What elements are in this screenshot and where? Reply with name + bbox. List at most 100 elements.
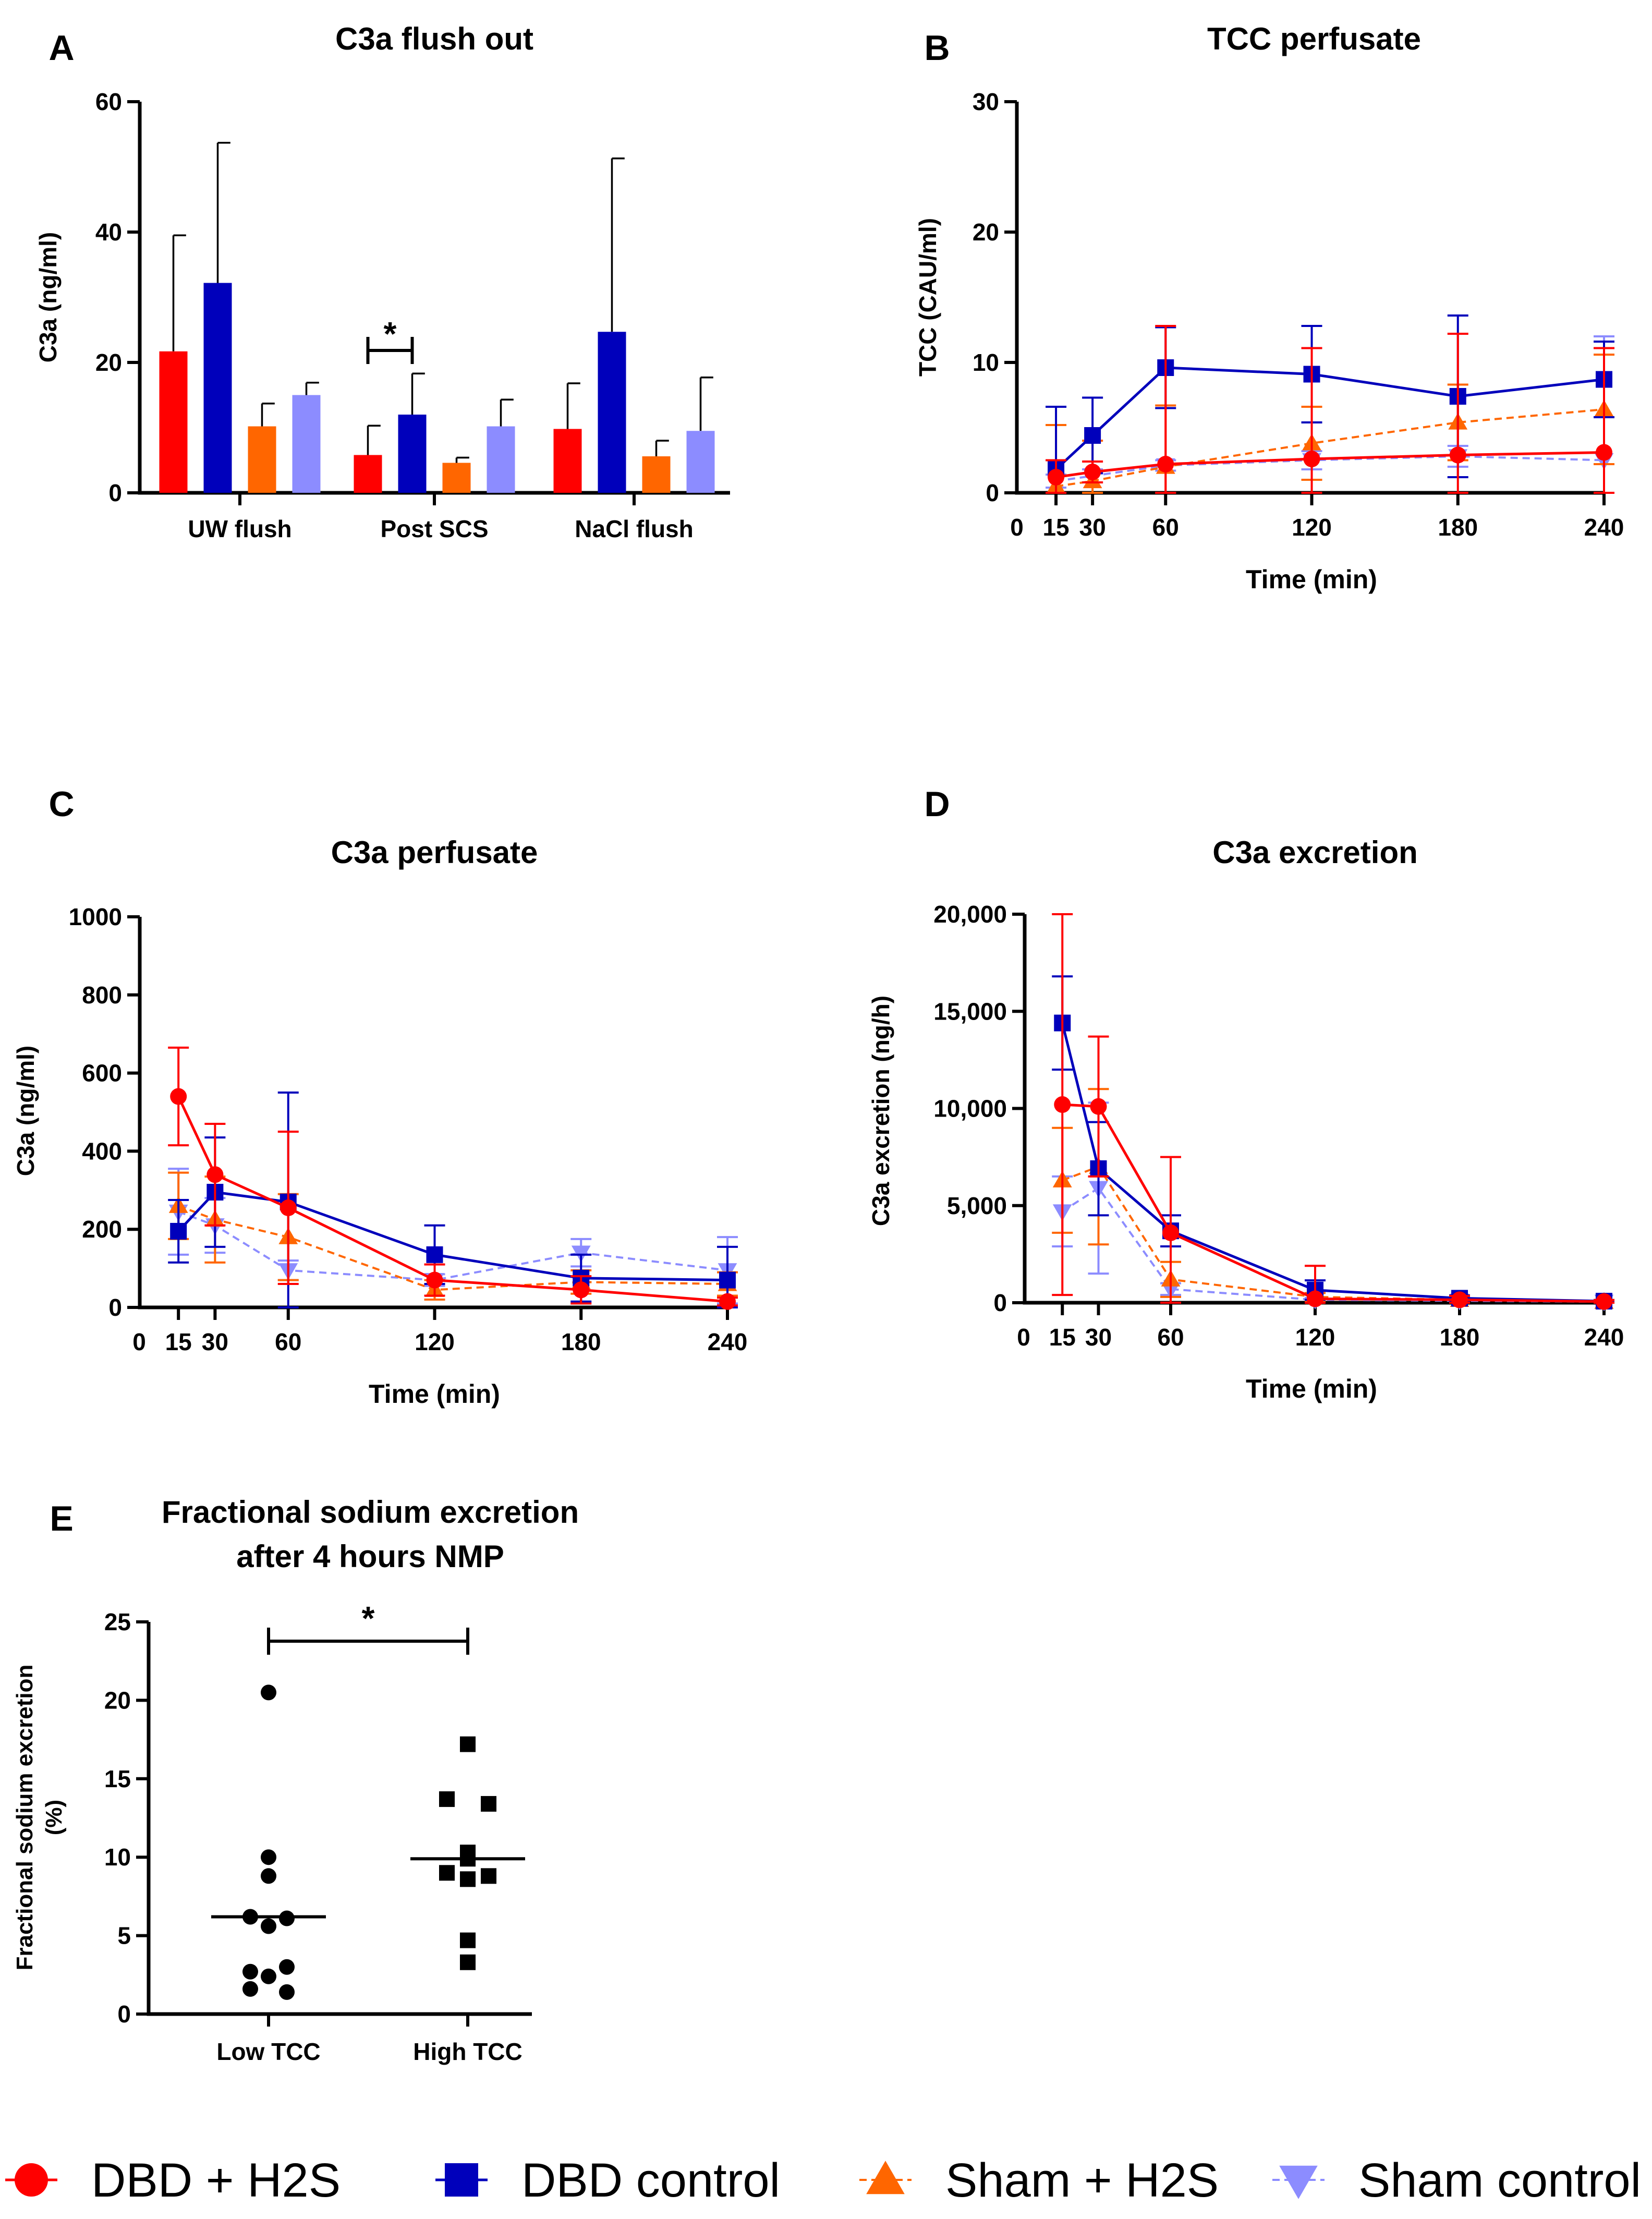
bar-sham-control (686, 431, 715, 493)
data-point (207, 1166, 224, 1183)
group-low-tcc (211, 1684, 326, 2000)
y-tick-label: 40 (95, 219, 122, 246)
bar-sham-h2s (442, 463, 471, 493)
data-point (1162, 1224, 1179, 1241)
y-tick-label: 400 (82, 1137, 122, 1165)
x-tick-label: 15 (1049, 1324, 1076, 1351)
data-point (1084, 464, 1101, 480)
x-tick-label: Post SCS (380, 515, 488, 542)
panel-c: C C3a perfusate C3a (ng/ml) Time (min) 0 200 4… (12, 784, 747, 1409)
x-tick-label: Low TCC (216, 2038, 320, 2065)
x-tick-label: 180 (561, 1328, 601, 1355)
y-tick-label: 30 (973, 88, 999, 115)
panel-label-c: C (48, 784, 74, 824)
data-point (426, 1271, 443, 1289)
series-line (1061, 1022, 1605, 1303)
legend-label: DBD control (521, 2154, 780, 2207)
y-tick-label: 60 (95, 88, 122, 115)
data-point (279, 1910, 295, 1926)
x-tick-label: 60 (275, 1328, 301, 1355)
legend-marker (445, 2163, 478, 2197)
y-tick-label: 0 (117, 2000, 131, 2028)
legend: DBD + H2S DBD control Sham + H2S Sham contr… (5, 2154, 1641, 2207)
y-tick-label: 10,000 (933, 1095, 1007, 1122)
bar-sham-h2s (642, 456, 671, 493)
data-point (261, 1849, 276, 1865)
bar-dbd-h2s (159, 351, 188, 493)
chart-title-d: C3a excretion (1212, 835, 1418, 870)
y-axis-title-b: TCC (CAU/ml) (914, 218, 941, 377)
x-tick-label: 30 (202, 1328, 228, 1355)
data-point (261, 1868, 276, 1884)
data-point (1054, 1096, 1071, 1113)
series-dbd-h2s (168, 1046, 738, 1310)
data-point (242, 1963, 258, 1980)
data-point (426, 1246, 443, 1263)
data-point (261, 1918, 276, 1934)
data-point (481, 1796, 496, 1812)
x-tick-label: UW flush (188, 515, 291, 542)
x-tick-label: 60 (1157, 1324, 1184, 1351)
x-tick-label: 30 (1085, 1324, 1112, 1351)
data-point (1451, 1291, 1468, 1308)
x-tick-label: 120 (1292, 514, 1332, 541)
x-tick-label: 0 (132, 1328, 146, 1355)
chart-title-a: C3a flush out (335, 21, 533, 56)
x-tick-label: 180 (1438, 514, 1478, 541)
panel-label-e: E (50, 1499, 73, 1538)
bar-sham-control (292, 395, 321, 493)
bar-dbd-control (203, 283, 232, 493)
data-point (460, 1954, 476, 1970)
legend-marker (15, 2163, 48, 2197)
series-dbd-h2s (1052, 913, 1614, 1310)
y-tick-label: 20 (973, 219, 999, 246)
data-point (1157, 456, 1174, 472)
data-point (242, 1981, 258, 1997)
y-tick-label: 10 (973, 349, 999, 376)
y-tick-label: 10 (104, 1844, 131, 1871)
bar-dbd-control (398, 415, 427, 493)
data-point (439, 1865, 455, 1881)
y-tick-label: 0 (986, 479, 999, 506)
y-axis-title-a: C3a (ng/ml) (34, 232, 62, 362)
data-point (261, 1684, 276, 1701)
x-axis-title-c: Time (min) (369, 1379, 500, 1409)
y-tick-label: 0 (993, 1289, 1007, 1316)
data-point (261, 1968, 276, 1984)
data-point (280, 1199, 297, 1217)
panel-label-b: B (924, 28, 950, 68)
series-line (178, 1210, 728, 1281)
y-axis-title-c: C3a (ng/ml) (12, 1046, 39, 1176)
x-tick-label: 60 (1152, 514, 1179, 541)
legend-label: Sham + H2S (945, 2154, 1219, 2207)
data-point (460, 1932, 476, 1948)
x-axis-title-d: Time (min) (1246, 1374, 1377, 1403)
series-line (177, 1096, 728, 1303)
data-point (460, 1871, 476, 1887)
y-tick-label: 5,000 (947, 1192, 1007, 1219)
y-tick-label: 800 (82, 981, 122, 1009)
y-tick-label: 0 (108, 479, 122, 506)
x-tick-label: 240 (1584, 1324, 1624, 1351)
y-tick-label: 15 (104, 1765, 131, 1792)
data-point (439, 1791, 455, 1807)
y-tick-label: 0 (108, 1294, 122, 1321)
data-point (1449, 446, 1466, 464)
series-dbd-h2s (1046, 325, 1614, 494)
x-tick-label: High TCC (413, 2038, 523, 2065)
x-tick-label: 30 (1079, 514, 1106, 541)
panel-d: D C3a excretion C3a excretion (ng/h) Time (… (867, 784, 1624, 1403)
y-tick-label: 5 (117, 1922, 131, 1949)
panel-label-d: D (924, 784, 950, 824)
data-point (719, 1293, 736, 1310)
y-tick-label: 20 (104, 1687, 131, 1714)
x-axis-title-b: Time (min) (1246, 565, 1377, 594)
significance-star: * (384, 315, 397, 353)
data-point (1090, 1098, 1107, 1115)
x-tick-label: 0 (1010, 514, 1024, 541)
legend-marker (1279, 2165, 1318, 2199)
x-tick-label: 120 (1295, 1324, 1335, 1351)
chart-title-e-line2: after 4 hours NMP (236, 1539, 504, 1574)
x-tick-label: 240 (1584, 514, 1624, 541)
